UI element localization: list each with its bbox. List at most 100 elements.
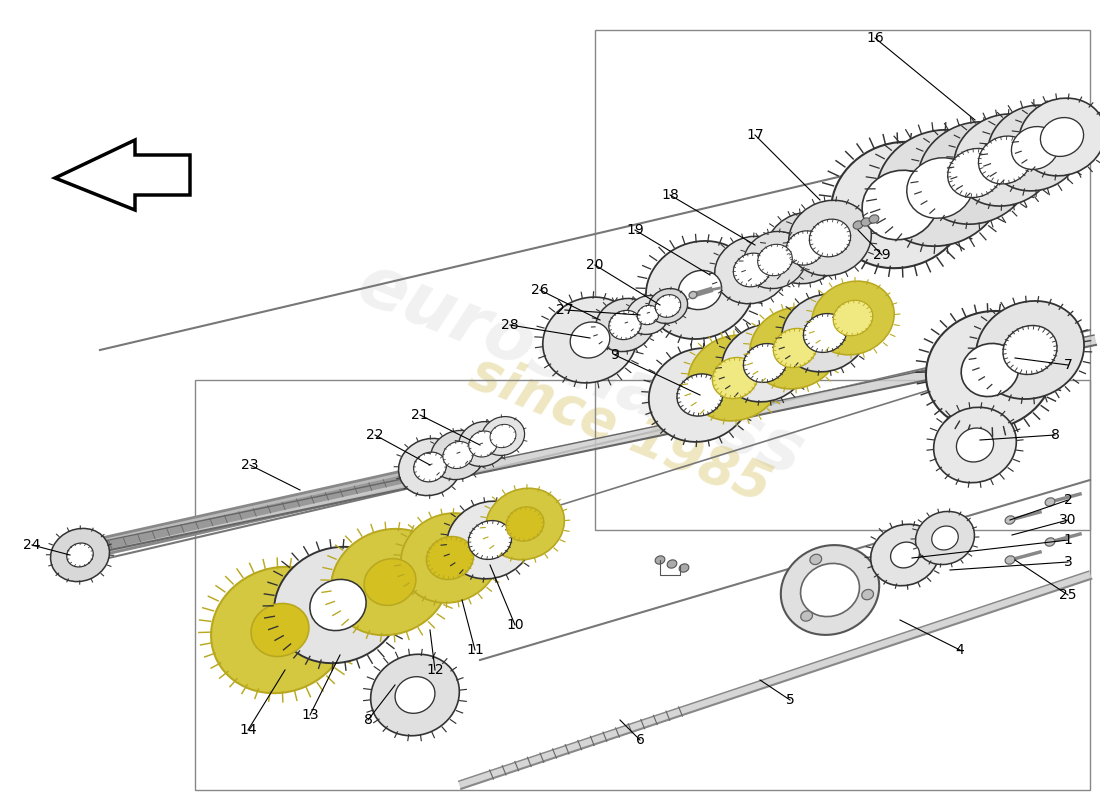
Text: 8: 8 (1050, 428, 1059, 442)
Ellipse shape (1003, 326, 1057, 374)
Ellipse shape (956, 428, 993, 462)
Ellipse shape (688, 335, 782, 421)
Ellipse shape (876, 130, 1004, 246)
Ellipse shape (832, 142, 969, 268)
Text: 7: 7 (1064, 358, 1072, 372)
Ellipse shape (364, 558, 416, 606)
Ellipse shape (469, 431, 497, 457)
Ellipse shape (786, 231, 824, 265)
Ellipse shape (734, 253, 771, 287)
Text: 1: 1 (1064, 533, 1072, 547)
Text: euroshairss: euroshairss (346, 249, 813, 491)
Ellipse shape (1041, 118, 1084, 157)
Ellipse shape (395, 677, 434, 714)
Ellipse shape (676, 374, 723, 416)
Ellipse shape (648, 289, 688, 323)
Ellipse shape (310, 579, 366, 630)
Ellipse shape (637, 306, 659, 325)
Ellipse shape (679, 270, 722, 310)
Ellipse shape (570, 322, 609, 358)
Ellipse shape (595, 298, 654, 351)
Ellipse shape (810, 219, 850, 257)
Ellipse shape (656, 556, 664, 564)
Ellipse shape (758, 244, 792, 276)
Text: 20: 20 (586, 258, 604, 272)
Ellipse shape (656, 294, 681, 318)
Text: 11: 11 (466, 643, 484, 657)
Text: 13: 13 (301, 708, 319, 722)
Ellipse shape (608, 310, 641, 340)
Text: 8: 8 (364, 713, 373, 727)
Text: 24: 24 (23, 538, 41, 552)
Ellipse shape (861, 218, 871, 226)
Ellipse shape (803, 314, 847, 353)
Text: 9: 9 (610, 348, 619, 362)
Ellipse shape (869, 215, 879, 223)
Text: 28: 28 (502, 318, 519, 332)
Ellipse shape (766, 212, 845, 284)
Ellipse shape (506, 507, 543, 541)
Ellipse shape (954, 114, 1056, 206)
Ellipse shape (750, 307, 840, 389)
Ellipse shape (861, 590, 873, 600)
Ellipse shape (1011, 126, 1058, 170)
Ellipse shape (871, 524, 939, 586)
Ellipse shape (469, 521, 512, 559)
Text: 4: 4 (956, 643, 965, 657)
Ellipse shape (414, 452, 447, 482)
Ellipse shape (932, 526, 958, 550)
Text: 2: 2 (1064, 493, 1072, 507)
Ellipse shape (934, 407, 1016, 482)
Text: 19: 19 (626, 223, 644, 237)
Text: 17: 17 (746, 128, 763, 142)
Text: 14: 14 (239, 723, 256, 737)
Text: 30: 30 (1059, 513, 1077, 527)
Ellipse shape (801, 611, 813, 621)
Ellipse shape (1019, 98, 1100, 176)
Ellipse shape (427, 537, 474, 579)
Text: 27: 27 (557, 303, 574, 317)
Text: 3: 3 (1064, 555, 1072, 569)
Ellipse shape (948, 149, 1002, 198)
Text: 29: 29 (873, 248, 891, 262)
Text: since 1985: since 1985 (462, 346, 778, 514)
Ellipse shape (926, 311, 1054, 429)
Ellipse shape (679, 564, 689, 572)
Ellipse shape (781, 545, 879, 635)
Ellipse shape (626, 295, 670, 334)
Ellipse shape (67, 543, 94, 567)
Ellipse shape (715, 236, 790, 304)
Ellipse shape (988, 105, 1082, 191)
Ellipse shape (773, 328, 816, 368)
Polygon shape (94, 335, 1096, 553)
Ellipse shape (1045, 538, 1055, 546)
Ellipse shape (447, 501, 534, 579)
Polygon shape (459, 571, 1091, 789)
Ellipse shape (430, 430, 485, 480)
Ellipse shape (400, 513, 499, 603)
Ellipse shape (646, 241, 755, 339)
Ellipse shape (862, 170, 938, 240)
Text: 25: 25 (1059, 588, 1077, 602)
Ellipse shape (891, 542, 920, 568)
Ellipse shape (689, 291, 697, 298)
Text: 10: 10 (506, 618, 524, 632)
Ellipse shape (542, 297, 637, 383)
Ellipse shape (833, 300, 872, 336)
Ellipse shape (789, 200, 871, 276)
Ellipse shape (1045, 498, 1055, 506)
Text: 5: 5 (785, 693, 794, 707)
Ellipse shape (744, 343, 786, 382)
Ellipse shape (1005, 556, 1015, 564)
Ellipse shape (801, 563, 859, 617)
Ellipse shape (918, 122, 1032, 224)
Ellipse shape (978, 136, 1032, 184)
Ellipse shape (810, 554, 822, 565)
Ellipse shape (1005, 516, 1015, 524)
Ellipse shape (744, 231, 806, 289)
Ellipse shape (649, 348, 751, 442)
Ellipse shape (961, 343, 1019, 397)
Ellipse shape (976, 301, 1085, 399)
Text: 23: 23 (241, 458, 258, 472)
Ellipse shape (398, 438, 462, 495)
